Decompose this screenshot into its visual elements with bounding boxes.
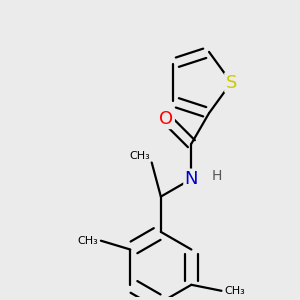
Text: CH₃: CH₃ [129, 151, 150, 161]
Text: H: H [211, 169, 222, 183]
Text: CH₃: CH₃ [77, 236, 98, 246]
Text: S: S [226, 74, 237, 92]
Text: O: O [159, 110, 173, 128]
Text: N: N [184, 170, 198, 188]
Text: CH₃: CH₃ [224, 286, 245, 296]
